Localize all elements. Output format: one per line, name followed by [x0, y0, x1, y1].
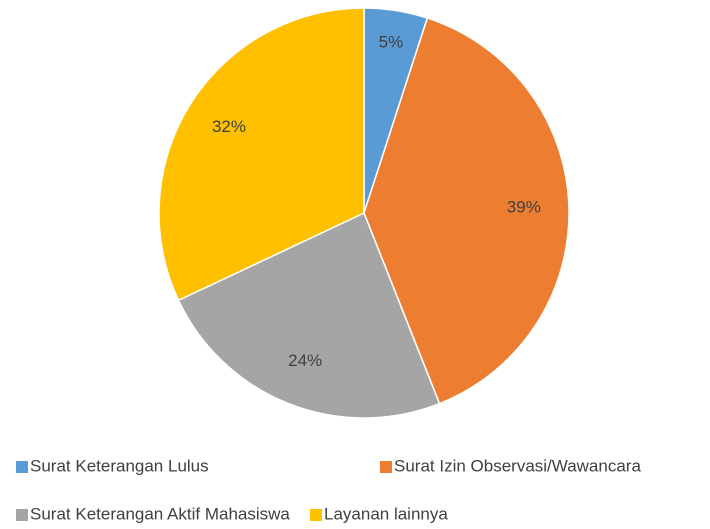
legend-swatch — [16, 461, 28, 473]
pie-slice — [177, 211, 441, 419]
legend-swatch — [380, 461, 392, 473]
legend-swatch — [310, 509, 322, 521]
data-label: 5% — [379, 32, 404, 51]
legend-swatch — [16, 509, 28, 521]
data-label: 39% — [507, 197, 541, 216]
legend-label: Surat Keterangan Aktif Mahasiswa — [30, 504, 290, 523]
data-label: 32% — [212, 117, 246, 136]
pie-slice — [363, 17, 570, 405]
legend-label: Layanan lainnya — [324, 504, 448, 523]
pie-slice — [158, 7, 365, 302]
data-label: 24% — [288, 351, 322, 370]
legend-label: Surat Keterangan Lulus — [30, 456, 209, 475]
legend-label: Surat Izin Observasi/Wawancara — [394, 456, 641, 475]
